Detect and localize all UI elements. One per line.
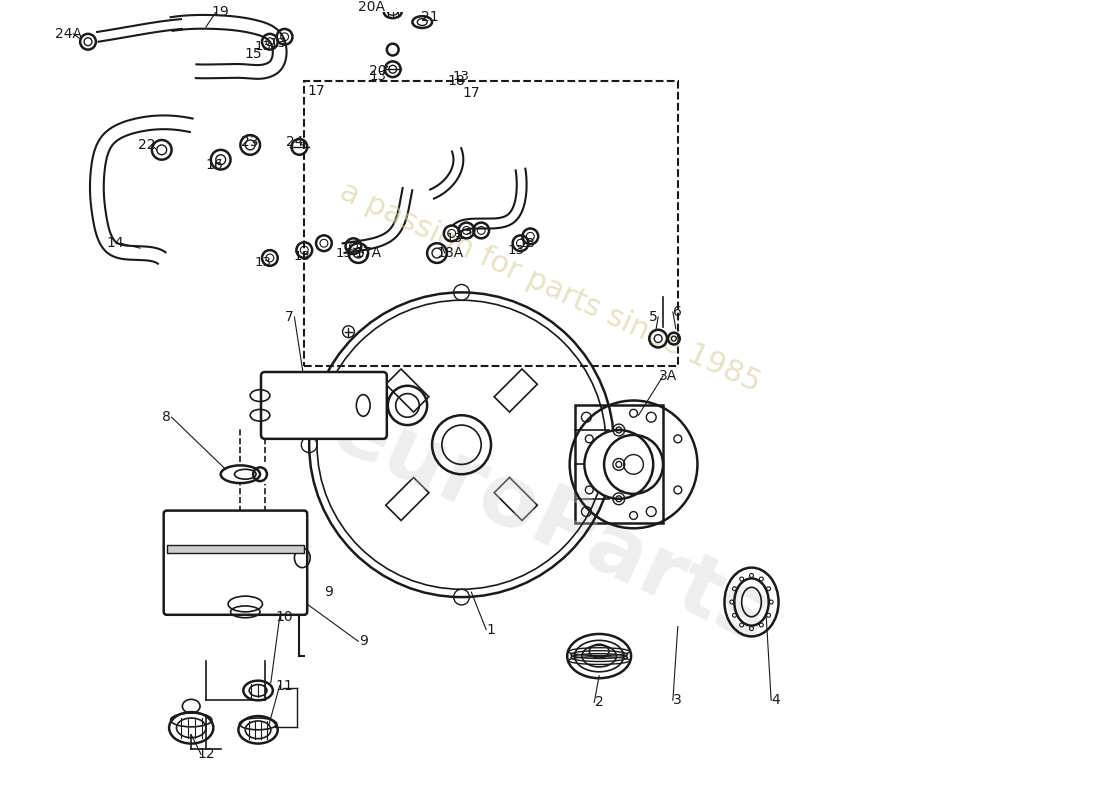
Text: 13: 13 (336, 246, 352, 259)
Text: 14: 14 (107, 236, 124, 250)
Text: 13: 13 (456, 229, 474, 242)
Circle shape (584, 430, 653, 499)
Text: 18A: 18A (436, 246, 463, 260)
Bar (305, 81, 678, 366)
Bar (166, 545, 305, 553)
Text: 13: 13 (254, 40, 272, 53)
Text: 19: 19 (212, 6, 230, 19)
Bar (494, 478, 537, 521)
Text: 18: 18 (448, 74, 465, 88)
Text: 23: 23 (241, 135, 258, 149)
Text: 15: 15 (244, 46, 262, 61)
Text: 9: 9 (324, 585, 333, 599)
Text: 16: 16 (205, 158, 222, 171)
Text: 13: 13 (507, 244, 524, 257)
Text: 17: 17 (307, 84, 324, 98)
Bar (574, 406, 663, 523)
Text: 13: 13 (294, 250, 311, 262)
Text: 1: 1 (486, 622, 495, 637)
Text: 5: 5 (649, 310, 658, 324)
Text: 13: 13 (270, 37, 286, 50)
Text: 13: 13 (370, 70, 386, 82)
Text: 24: 24 (286, 135, 304, 149)
Text: 7: 7 (285, 310, 294, 324)
Text: 17: 17 (463, 86, 481, 100)
Text: 20A: 20A (358, 0, 385, 14)
Text: 13: 13 (254, 256, 272, 270)
Text: 8: 8 (162, 410, 172, 424)
Text: 20: 20 (370, 64, 387, 78)
Text: 10: 10 (276, 610, 294, 624)
Bar (386, 369, 429, 412)
Text: 17A: 17A (354, 246, 382, 260)
Text: 4: 4 (772, 694, 781, 707)
Text: 24A: 24A (55, 27, 81, 41)
Text: 3A: 3A (659, 369, 678, 383)
Text: 13: 13 (519, 237, 536, 250)
Text: 6: 6 (673, 305, 682, 319)
FancyBboxPatch shape (164, 510, 307, 614)
Text: 3: 3 (673, 694, 682, 707)
Text: 21: 21 (421, 10, 439, 24)
Text: 12: 12 (197, 747, 215, 762)
Text: 2: 2 (595, 695, 604, 710)
Text: 9: 9 (359, 634, 367, 648)
Text: euroParts: euroParts (317, 386, 783, 662)
FancyBboxPatch shape (261, 372, 387, 439)
Text: 13: 13 (453, 70, 470, 82)
Text: 11: 11 (276, 678, 294, 693)
Bar (386, 478, 429, 521)
Bar (494, 369, 537, 412)
Text: a passion for parts since 1985: a passion for parts since 1985 (334, 177, 766, 398)
Text: 22: 22 (139, 138, 156, 152)
Text: 13: 13 (446, 232, 462, 245)
